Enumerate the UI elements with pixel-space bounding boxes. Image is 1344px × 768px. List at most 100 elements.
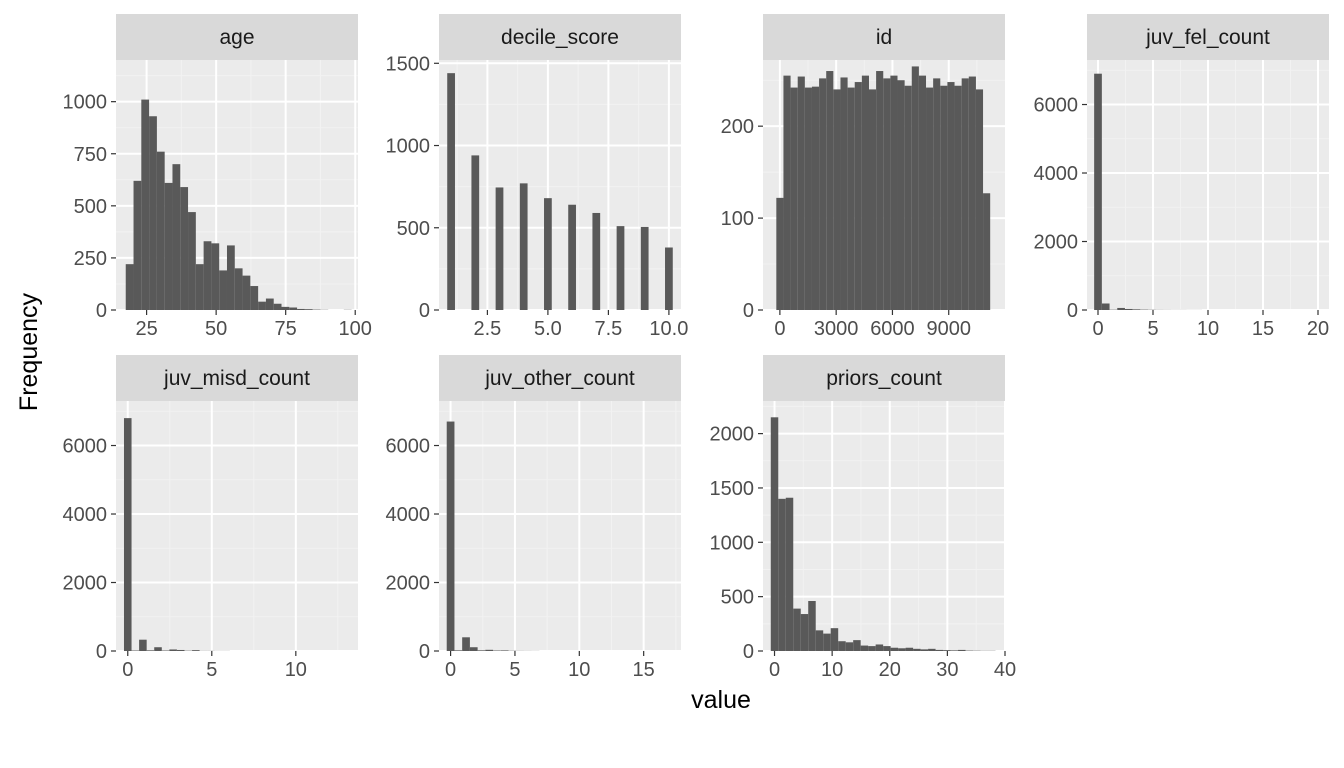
y-tick-label: 6000	[1034, 95, 1079, 117]
y-tick-label: 6000	[63, 436, 108, 458]
histogram-bar	[289, 307, 298, 310]
y-axis-title: Frequency	[15, 292, 43, 411]
histogram-bar	[958, 649, 966, 651]
y-tick-label: 1500	[710, 478, 755, 500]
histogram-bar	[823, 633, 831, 651]
histogram-bar	[815, 630, 824, 651]
histogram-bar	[471, 155, 480, 310]
y-tick-label: 2000	[710, 424, 755, 446]
histogram-bar	[447, 73, 455, 310]
histogram-bar	[954, 85, 962, 310]
plot-panel	[439, 401, 681, 651]
histogram-bar	[180, 187, 189, 310]
histogram-bar	[640, 226, 649, 310]
histogram-bar	[226, 245, 235, 310]
histogram-bar	[125, 264, 134, 310]
histogram-bar	[250, 286, 259, 310]
y-tick-label: 4000	[63, 504, 108, 526]
x-tick-label: 10	[285, 659, 307, 681]
histogram-bar	[793, 608, 801, 651]
histogram-bar	[845, 642, 854, 651]
histogram-bar	[947, 82, 955, 310]
x-tick-label: 5	[1147, 318, 1158, 340]
facet-strip	[763, 355, 1005, 401]
histogram-bar	[242, 275, 251, 310]
x-tick-label: 5	[206, 659, 217, 681]
plot-panel	[439, 60, 681, 310]
histogram-bar	[926, 87, 934, 310]
y-tick-label: 1000	[710, 532, 755, 554]
histogram-bar	[875, 644, 884, 651]
histogram-bar	[592, 212, 601, 310]
x-tick-label: 6000	[870, 318, 915, 340]
facet-strip-label: juv_fel_count	[1145, 26, 1270, 49]
y-tick-label: 1000	[63, 92, 108, 114]
histogram-bar	[897, 80, 905, 311]
facet-id: id 0 3000 6000 9000 0 100 200	[721, 14, 1005, 340]
histogram-bar	[770, 417, 779, 651]
facet-strip-label: priors_count	[826, 367, 942, 390]
facet-strip	[439, 355, 681, 401]
y-tick-label: 0	[419, 300, 430, 322]
histogram-bar	[920, 649, 929, 651]
histogram-bar	[500, 650, 509, 651]
y-tick-label: 0	[419, 641, 430, 663]
y-tick-label: 1500	[386, 53, 431, 75]
histogram-bar	[968, 76, 976, 310]
x-tick-label: 10	[568, 659, 590, 681]
histogram-bar	[131, 650, 140, 651]
histogram-bar	[234, 268, 243, 310]
histogram-bar	[983, 193, 991, 310]
histogram-bar	[928, 648, 936, 651]
histogram-bar	[860, 645, 869, 651]
histogram-bar	[156, 151, 165, 310]
y-tick-label: 0	[743, 641, 754, 663]
histogram-bar	[943, 650, 951, 651]
histogram-bar	[890, 75, 898, 310]
histogram-bar	[913, 648, 921, 651]
y-tick-label: 0	[96, 300, 107, 322]
histogram-bar	[123, 418, 132, 651]
facet-strip-label: juv_other_count	[484, 367, 635, 390]
y-tick-label: 250	[74, 248, 107, 270]
histogram-bar	[1094, 73, 1102, 310]
histogram-bar	[911, 66, 919, 310]
histogram-bar	[665, 247, 673, 310]
histogram-bar	[868, 646, 876, 651]
x-tick-label: 3000	[814, 318, 859, 340]
histogram-bar	[853, 640, 861, 651]
histogram-bar	[172, 164, 181, 310]
x-tick-label: 2.5	[473, 318, 501, 340]
histogram-bar	[169, 649, 177, 651]
histogram-bar	[149, 116, 157, 310]
histogram-bar	[776, 197, 784, 310]
histogram-bar	[833, 89, 841, 310]
histogram-bar	[176, 649, 185, 651]
histogram-bar	[161, 650, 170, 651]
histogram-bar	[804, 87, 812, 310]
x-tick-label: 20	[879, 659, 901, 681]
histogram-bar	[808, 601, 816, 651]
facet-juv-fel-count: juv_fel_count 0 5 10 15 20 0 2000 4000 6000	[1034, 14, 1329, 340]
histogram-bar	[935, 649, 944, 651]
histogram-bar	[485, 649, 494, 651]
histogram-bar	[883, 78, 891, 310]
histogram-bar	[905, 647, 914, 651]
histogram-bar	[933, 78, 941, 310]
histogram-bar	[133, 180, 142, 310]
histogram-bar	[258, 301, 266, 310]
x-axis-title: value	[691, 686, 751, 714]
x-tick-label: 0	[769, 659, 780, 681]
y-tick-label: 2000	[386, 573, 431, 595]
histogram-bar	[211, 243, 220, 310]
histogram-bar	[826, 71, 834, 310]
histogram-bar	[281, 306, 290, 310]
x-tick-label: 15	[633, 659, 655, 681]
histogram-bar	[800, 614, 809, 651]
histogram-bar	[519, 183, 528, 310]
y-tick-label: 100	[721, 208, 754, 230]
x-tick-label: 5	[509, 659, 520, 681]
histogram-bar	[495, 187, 504, 310]
histogram-bar	[446, 421, 455, 651]
